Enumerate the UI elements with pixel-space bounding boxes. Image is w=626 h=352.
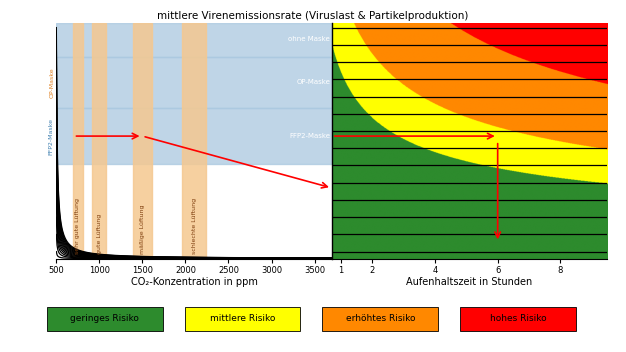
Text: geringes Risiko: geringes Risiko: [70, 314, 140, 323]
Text: mittlere Risiko: mittlere Risiko: [210, 314, 275, 323]
Text: ohne Maske: ohne Maske: [289, 36, 330, 42]
X-axis label: Aufenhaltszeit in Stunden: Aufenhaltszeit in Stunden: [406, 277, 533, 288]
Text: sehr gute Lüftung: sehr gute Lüftung: [75, 198, 80, 254]
Bar: [93, 23, 106, 259]
Text: OP-Maske: OP-Maske: [50, 67, 55, 98]
Bar: [56, 23, 332, 57]
Text: schlechte Lüftung: schlechte Lüftung: [192, 198, 197, 254]
Text: mäßige Lüftung: mäßige Lüftung: [140, 205, 145, 254]
X-axis label: CO₂-Konzentration in ppm: CO₂-Konzentration in ppm: [131, 277, 257, 288]
Text: FFP2-Maske: FFP2-Maske: [289, 133, 330, 139]
Bar: [182, 23, 206, 259]
Text: erhöhtes Risiko: erhöhtes Risiko: [346, 314, 415, 323]
Text: FFP2-Maske: FFP2-Maske: [49, 118, 54, 155]
Text: gute Lüftung: gute Lüftung: [97, 214, 102, 254]
Bar: [73, 23, 83, 259]
Text: hohes Risiko: hohes Risiko: [490, 314, 546, 323]
Bar: [133, 23, 152, 259]
Bar: [56, 57, 332, 108]
Bar: [56, 108, 332, 164]
Text: mittlere Virenemissionsrate (Viruslast & Partikelproduktion): mittlere Virenemissionsrate (Viruslast &…: [157, 11, 469, 20]
Text: OP-Maske: OP-Maske: [296, 79, 330, 85]
